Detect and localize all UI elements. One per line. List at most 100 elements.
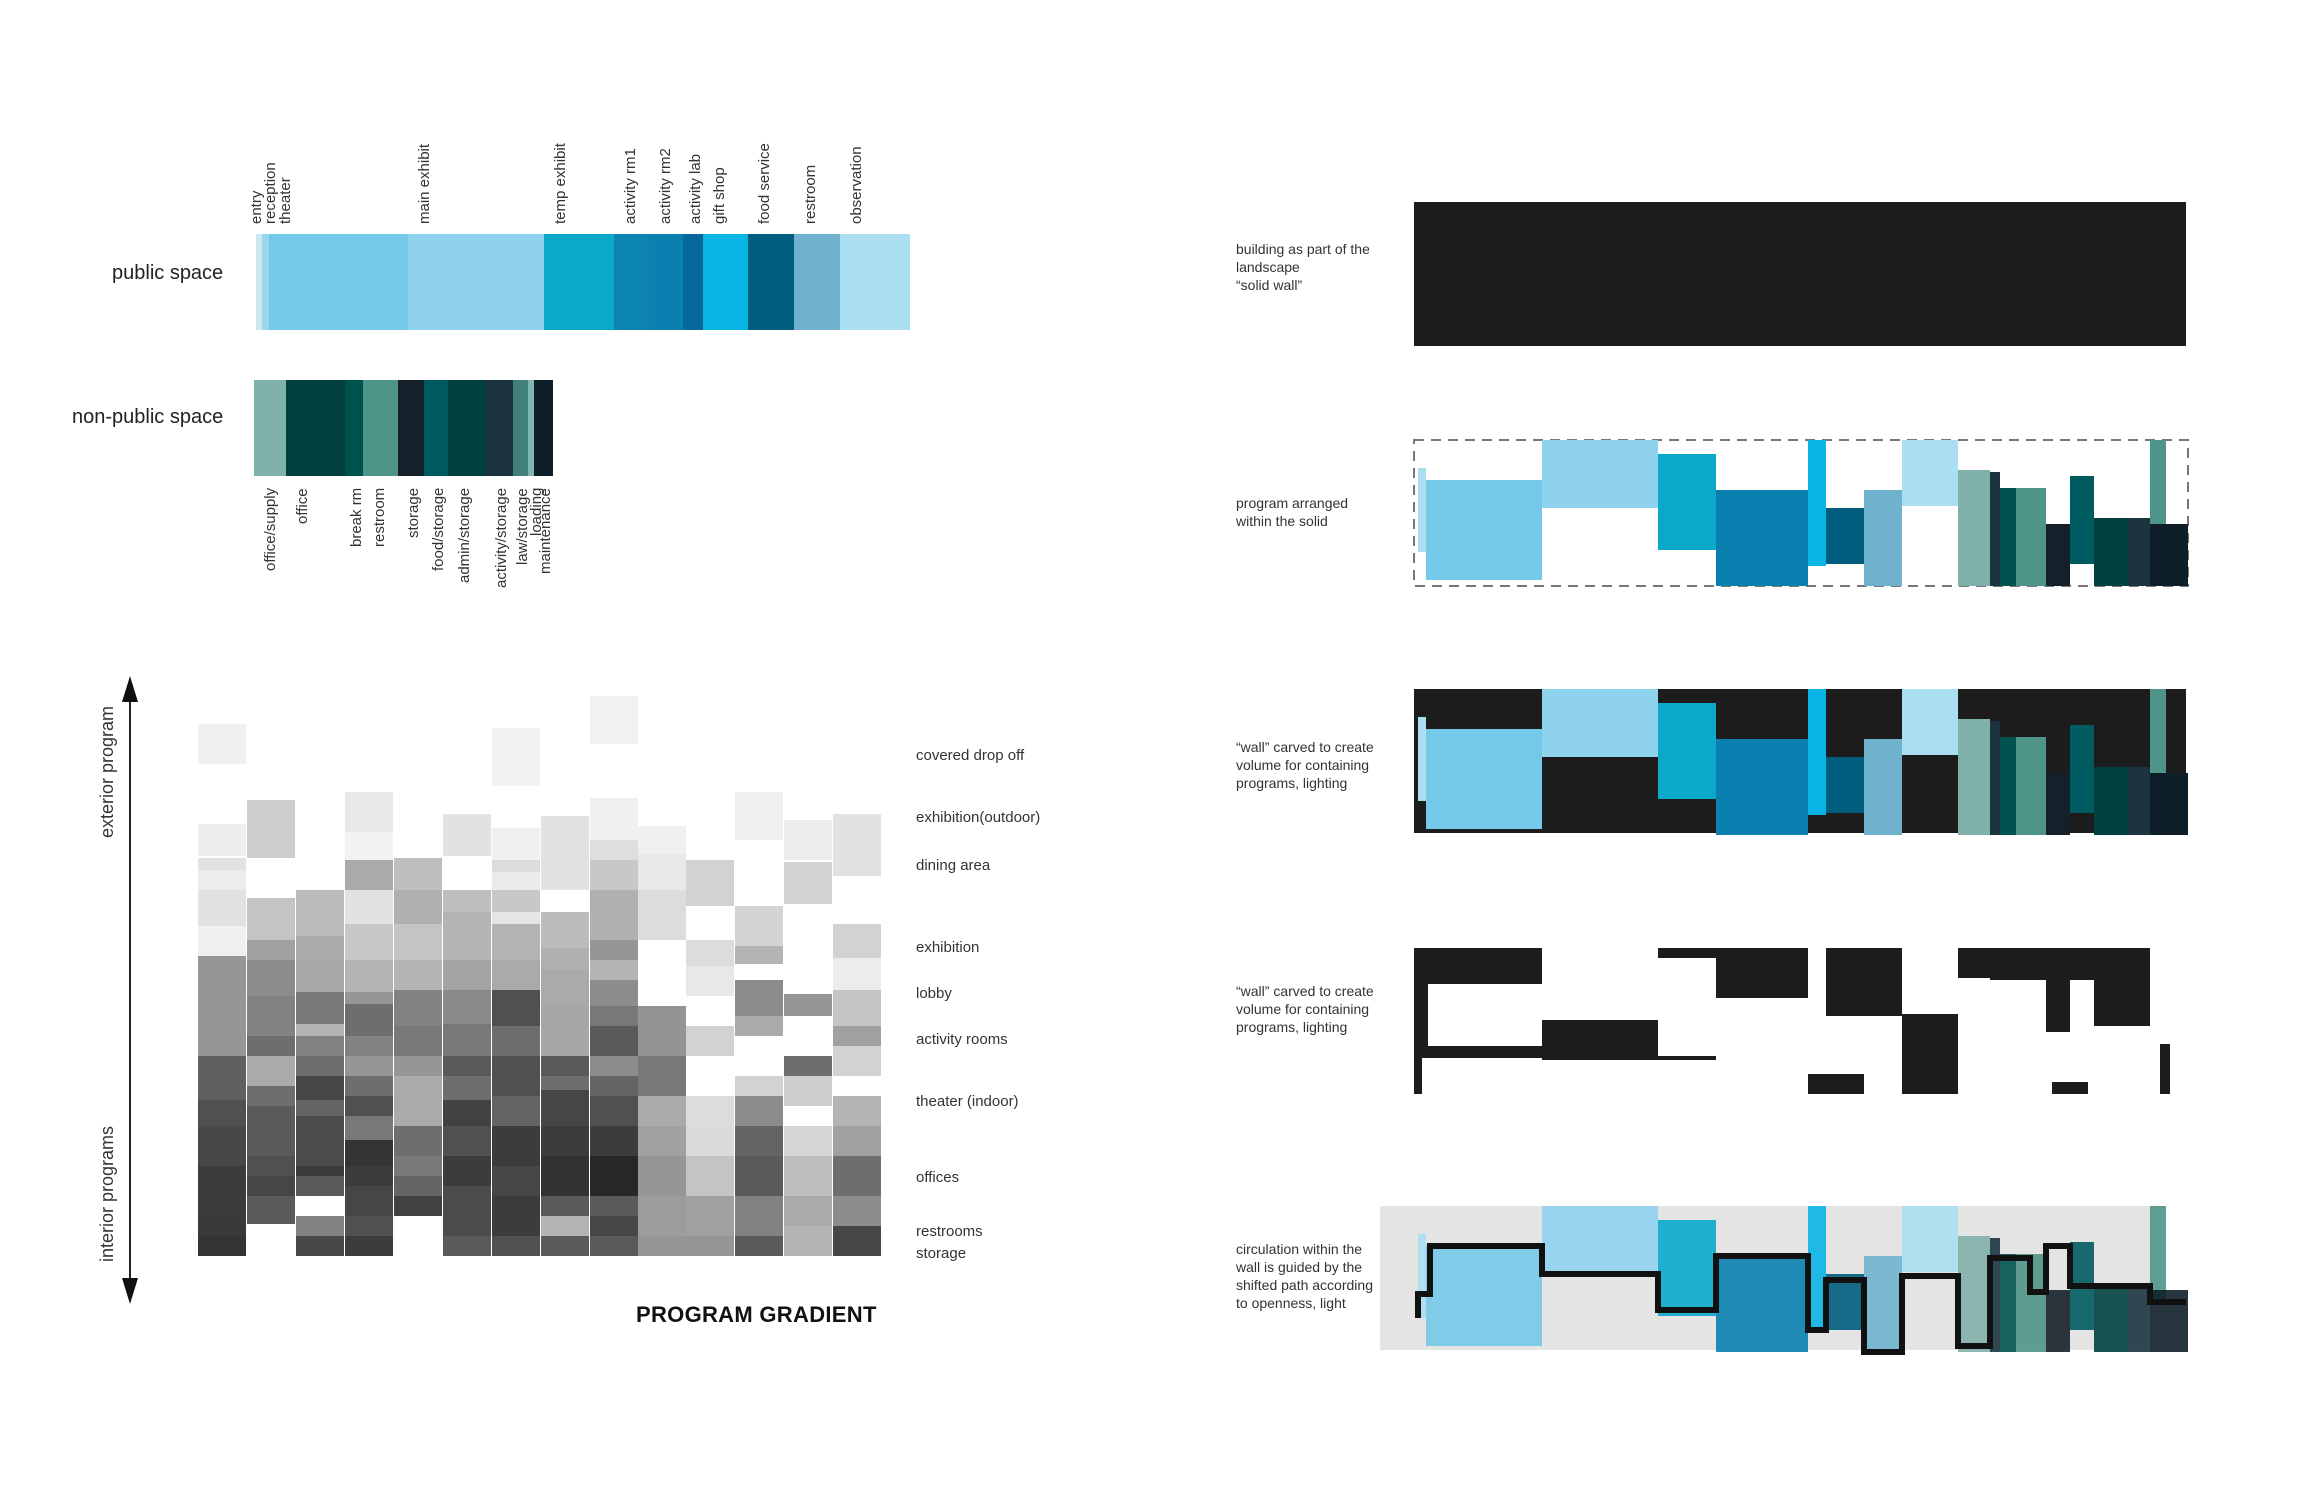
gradient-tile xyxy=(345,1096,393,1116)
gradient-tile xyxy=(638,854,686,890)
public-space-bar xyxy=(256,234,910,330)
program-segment-storage xyxy=(397,380,425,476)
carved-wall-fragment xyxy=(1826,948,1864,1016)
program-segment-observation xyxy=(840,234,910,330)
gradient-tile xyxy=(443,1186,491,1236)
gradient-tile xyxy=(492,924,540,960)
program-segment-loading xyxy=(527,380,534,476)
gradient-tile xyxy=(590,1126,638,1156)
gradient-tile xyxy=(443,890,491,912)
gradient-tile xyxy=(492,1166,540,1196)
carved-wall-fragment xyxy=(1542,1020,1658,1060)
gradient-tile xyxy=(784,862,832,904)
gradient-tile xyxy=(784,994,832,1016)
gradient-tile xyxy=(833,1126,881,1156)
gradient-tile xyxy=(590,1156,638,1196)
program-block xyxy=(2046,524,2070,586)
diagram-caption-3: “wall” carved to create volume for conta… xyxy=(1236,739,1374,791)
program-block xyxy=(1902,440,1958,506)
gradient-tile xyxy=(638,1096,686,1126)
program-block xyxy=(2016,737,2046,835)
gradient-tile xyxy=(833,1226,881,1256)
gradient-tile xyxy=(784,1226,832,1256)
gradient-tile xyxy=(541,1216,589,1236)
gradient-tile xyxy=(735,1236,783,1256)
program-block xyxy=(1958,470,1990,586)
gradient-tile xyxy=(443,1236,491,1256)
gradient-row-label-restrooms: restrooms xyxy=(916,1223,983,1240)
gradient-tile xyxy=(443,1076,491,1100)
gradient-tile xyxy=(638,1196,686,1236)
gradient-tile xyxy=(492,1126,540,1166)
gradient-tile xyxy=(247,1056,295,1086)
gradient-tile xyxy=(833,990,881,1026)
program-segment-theater xyxy=(269,234,408,330)
gradient-tile xyxy=(833,1196,881,1226)
gradient-axis-arrow xyxy=(122,676,138,1304)
gradient-tile xyxy=(541,912,589,948)
gradient-tile xyxy=(541,1090,589,1126)
program-block xyxy=(2150,773,2188,835)
gradient-tile xyxy=(247,1196,295,1224)
program-block xyxy=(1826,757,1864,813)
gradient-tile xyxy=(296,1216,344,1236)
gradient-tile xyxy=(784,1076,832,1106)
gradient-tile xyxy=(296,890,344,936)
gradient-tile xyxy=(296,936,344,960)
gradient-tile xyxy=(638,1056,686,1096)
gradient-tile xyxy=(296,960,344,992)
gradient-tile xyxy=(198,858,246,870)
gradient-tile xyxy=(638,1156,686,1196)
gradient-tile xyxy=(345,1236,393,1256)
program-segment-admin-storage xyxy=(448,380,485,476)
program-segment-activity-lab xyxy=(683,234,703,330)
gradient-tile xyxy=(198,870,246,890)
gradient-tile xyxy=(492,828,540,860)
program-segment-office-supply xyxy=(254,380,286,476)
gradient-tile xyxy=(394,890,442,924)
gradient-tile xyxy=(345,1186,393,1216)
gradient-tile xyxy=(590,696,638,744)
gradient-tile xyxy=(345,960,393,992)
program-block xyxy=(2094,518,2128,586)
gradient-tile xyxy=(590,960,638,980)
gradient-tile xyxy=(492,1026,540,1056)
gradient-tile xyxy=(492,890,540,912)
gradient-tile xyxy=(541,816,589,856)
carved-wall-fragment xyxy=(1658,948,1716,958)
gradient-tile xyxy=(492,912,540,924)
gradient-tile xyxy=(784,1156,832,1196)
gradient-tile xyxy=(833,1046,881,1076)
program-segment-activity-rm2 xyxy=(649,234,684,330)
gradient-tile xyxy=(492,872,540,890)
gradient-tile xyxy=(590,940,638,960)
gradient-tile xyxy=(735,1156,783,1196)
gradient-tile xyxy=(296,1024,344,1036)
program-gradient-title: PROGRAM GRADIENT xyxy=(636,1302,877,1327)
program-block xyxy=(2000,737,2016,835)
gradient-tile xyxy=(198,1236,246,1256)
gradient-tile xyxy=(638,1126,686,1156)
gradient-tile xyxy=(443,814,491,856)
gradient-tile xyxy=(198,824,246,856)
carved-wall-fragment xyxy=(1990,948,2150,980)
gradient-tile xyxy=(247,1086,295,1106)
gradient-tile xyxy=(296,1236,344,1256)
gradient-tile xyxy=(247,996,295,1036)
program-block xyxy=(1418,717,1426,801)
gradient-tile xyxy=(590,1006,638,1026)
gradient-tile xyxy=(833,814,881,876)
carved-wall-fragment xyxy=(2160,1044,2170,1094)
gradient-tile xyxy=(735,946,783,964)
program-segment-restroom xyxy=(794,234,840,330)
program-segment-activity-storage xyxy=(484,380,513,476)
circulation-path xyxy=(1415,1243,2186,1355)
gradient-tile xyxy=(492,1236,540,1256)
carved-wall-fragment xyxy=(1414,1058,1422,1094)
gradient-tile xyxy=(735,1126,783,1156)
non-public-space-bar xyxy=(254,380,553,476)
program-segment-gift-shop xyxy=(702,234,748,330)
program-block xyxy=(2000,488,2016,586)
